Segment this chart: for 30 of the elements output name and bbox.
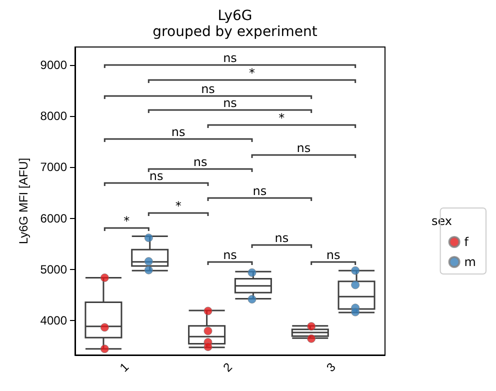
annotation: ns (223, 96, 237, 110)
y-tick-label: 4000 (40, 314, 68, 328)
annotation: ns (252, 184, 267, 198)
annotation: * (249, 66, 255, 80)
legend-label: m (464, 255, 476, 269)
annotation: ns (274, 231, 289, 245)
annotation: ns (296, 141, 311, 155)
annotation: * (175, 199, 182, 213)
x-tick-label: 3 (324, 360, 339, 375)
annotation: ns (171, 125, 186, 139)
annotation: ns (201, 82, 215, 96)
x-tick-label: 1 (117, 360, 132, 375)
annotation: ns (149, 169, 164, 183)
chart-subtitle: grouped by experiment (152, 24, 318, 40)
annotation: ns (326, 248, 340, 262)
annotation: ns (223, 248, 237, 262)
annotation: ns (223, 51, 237, 65)
y-tick-label: 5000 (40, 262, 68, 277)
annotation: * (124, 214, 130, 228)
y-axis-title: Ly6G MFI [AFU] (16, 158, 30, 244)
legend-label: f (464, 235, 470, 249)
x-tick-label: 2 (220, 360, 236, 375)
y-tick-label: 8000 (40, 109, 68, 124)
legend-title: sex (431, 214, 452, 228)
annotation: * (278, 111, 285, 125)
annotation: ns (193, 155, 208, 169)
y-tick-label: 7000 (40, 160, 68, 174)
chart-title: Ly6G (218, 8, 252, 24)
y-tick-label: 9000 (40, 58, 68, 72)
y-tick-label: 6000 (40, 211, 68, 226)
